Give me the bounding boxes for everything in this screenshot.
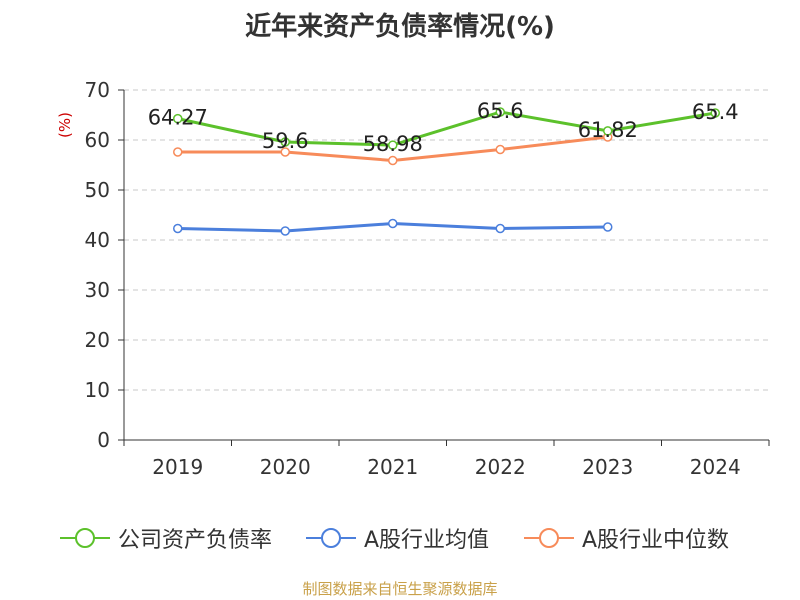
data-point-industry-median — [280, 147, 290, 157]
x-tick-label: 2020 — [260, 455, 311, 479]
data-point-company — [280, 137, 290, 147]
data-point-company — [710, 108, 720, 118]
data-label: 64.27 — [148, 106, 208, 130]
data-point-company — [603, 126, 613, 136]
data-point-industry-median — [495, 144, 505, 155]
y-tick-label: 60 — [85, 128, 110, 152]
data-point-industry-median — [388, 155, 398, 166]
source-note: 制图数据来自恒生聚源数据库 — [302, 580, 498, 598]
legend-label-company: 公司资产负债率 — [118, 528, 273, 553]
legend-marker-company — [60, 528, 110, 548]
legend-marker-industry-avg — [306, 528, 356, 548]
data-point-industry-median — [173, 147, 183, 157]
data-label: 65.4 — [692, 100, 739, 124]
y-tick-label: 50 — [85, 178, 110, 202]
legend-label-industry-avg: A股行业均值 — [364, 528, 490, 553]
y-tick-label: 10 — [85, 378, 110, 402]
data-point-company — [388, 140, 398, 150]
x-tick-label: 2023 — [582, 455, 633, 479]
data-point-industry-avg — [280, 226, 290, 236]
y-tick-label: 30 — [85, 278, 110, 302]
x-tick-label: 2021 — [367, 455, 418, 479]
data-label: 59.6 — [262, 129, 309, 153]
legend-label-industry-median: A股行业中位数 — [582, 528, 730, 553]
data-label: 61.82 — [578, 118, 638, 142]
x-tick-label: 2019 — [152, 455, 203, 479]
data-point-industry-avg — [495, 223, 505, 234]
data-point-industry-avg — [388, 218, 398, 229]
data-point-industry-avg — [173, 223, 183, 234]
chart-legend: 公司资产负债率 A股行业均值 A股行业中位数 — [0, 520, 800, 556]
y-tick-label: 0 — [97, 428, 110, 452]
y-tick-label: 40 — [85, 228, 110, 252]
y-axis-label: (%) — [56, 112, 74, 138]
data-label: 58.98 — [363, 132, 423, 156]
data-point-company — [173, 113, 183, 124]
series-line-company — [177, 110, 716, 147]
x-tick-label: 2024 — [690, 455, 741, 479]
legend-item-industry-avg[interactable]: A股行业均值 — [306, 520, 489, 556]
data-point-company — [495, 107, 505, 117]
y-tick-label: 70 — [85, 78, 110, 102]
line-chart: 0 10 20 30 40 50 60 70 2019 2020 2021 2022 2023 2024 (… — [56, 78, 770, 479]
legend-item-industry-median[interactable]: A股行业中位数 — [524, 520, 729, 556]
data-label: 65.6 — [477, 99, 524, 123]
legend-marker-industry-median — [524, 528, 574, 548]
data-point-industry-avg — [603, 222, 613, 232]
chart-title: 近年来资产负债率情况(%) — [245, 12, 555, 42]
y-tick-label: 20 — [85, 328, 110, 352]
legend-item-company[interactable]: 公司资产负债率 — [60, 520, 272, 556]
x-tick-label: 2022 — [475, 455, 526, 479]
